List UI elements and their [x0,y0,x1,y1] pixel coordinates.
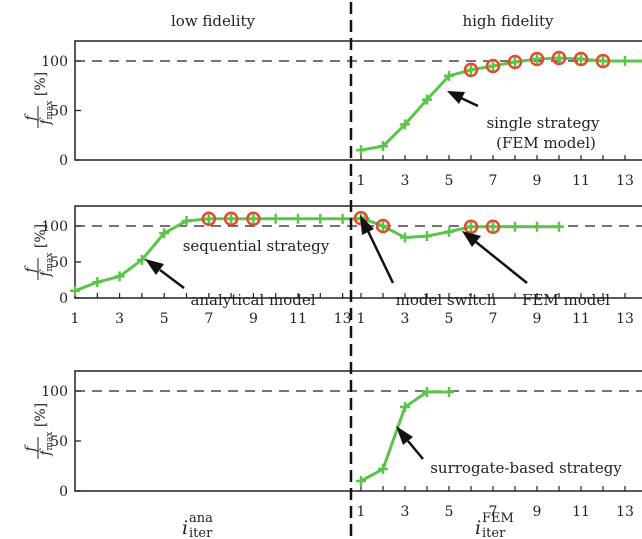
arrow-model-switch [366,230,395,284]
xlabel-right: i FEM iter [475,511,514,539]
section-low-fidelity: low fidelity [171,12,256,30]
highlight-marker-middle-1-6 [463,219,479,234]
ylabel-top-den-sub: max [45,101,55,120]
highlight-marker-top-0-6 [463,62,479,78]
annotation-surrogate-strategy: surrogate-based strategy [430,459,622,477]
xtick-label-right-top-13: 13 [616,173,634,189]
ylabel-bottom-den-sub: max [45,432,55,451]
annotation-model-switch: model switch [396,291,497,309]
xtick-label-left-middle-5: 5 [160,311,169,327]
ylabel-top-unit: [%] [33,72,49,96]
xtick-label-right-top-11: 11 [572,173,590,189]
xtick-label-left-middle-11: 11 [289,311,307,327]
annotation-fem-model-paren: (FEM model) [496,134,596,152]
ylabel-middle: f f max [%] [23,224,55,280]
xlabel-left-base: i [182,517,188,539]
xtick-label-right-middle-5: 5 [445,311,454,327]
arrow-surrogate [407,440,424,460]
annotation-analytical-model: analytical model [190,291,315,309]
highlight-marker-top-0-11 [573,51,589,67]
ylabel-middle-den: f [38,269,54,278]
highlight-marker-middle-1-7 [485,219,501,234]
ylabel-middle-num: f [23,265,39,274]
xtick-label-left-middle-13: 13 [334,311,352,327]
ytick-label-middle-100: 100 [41,219,68,235]
annotation-single-strategy: single strategy [486,114,600,132]
ylabel-middle-unit: [%] [33,224,49,248]
xtick-label-left-middle-9: 9 [249,311,258,327]
xtick-label-right-top-3: 3 [401,173,410,189]
ylabel-bottom-unit: [%] [33,403,49,427]
ylabel-bottom: f f max [%] [23,403,55,459]
ytick-label-middle-0: 0 [59,291,68,307]
panel-top-frame [74,40,642,161]
xlabel-left-sub: iter [189,526,213,539]
xlabel-right-sup: FEM [482,511,514,526]
ytick-label-top-50: 50 [50,104,68,120]
xlabel-left: i ana iter [182,511,213,539]
xtick-label-left-middle-1: 1 [71,311,80,327]
xtick-label-right-bottom-5: 5 [445,504,454,520]
xtick-label-right-top-9: 9 [533,173,542,189]
section-high-fidelity: high fidelity [462,12,554,30]
annotation-sequential-strategy: sequential strategy [183,237,330,255]
ylabel-top-den: f [38,117,54,126]
ylabel-middle-den-sub: max [45,253,55,272]
series-line-middle-1 [360,216,559,240]
ytick-label-top-100: 100 [41,54,68,70]
xtick-label-right-middle-9: 9 [533,311,542,327]
xtick-label-right-middle-3: 3 [401,311,410,327]
xtick-label-left-middle-7: 7 [204,311,213,327]
arrow-single-strategy [460,96,479,108]
xtick-label-right-top-5: 5 [445,173,454,189]
highlight-marker-top-0-10 [551,50,567,66]
highlight-marker-top-0-7 [485,58,501,74]
ytick-label-middle-50: 50 [50,255,68,271]
panel-bottom-frame [74,370,642,492]
ylabel-bottom-num: f [23,444,39,453]
ylabel-top: f f max [%] [23,72,55,128]
highlight-marker-middle-1-2 [375,218,391,234]
ytick-label-bottom-100: 100 [41,384,68,400]
arrowhead-surrogate [396,426,413,445]
xtick-label-right-middle-7: 7 [489,311,498,327]
ytick-label-top-0: 0 [59,153,68,169]
annotation-fem-model: FEM model [522,291,610,309]
highlight-marker-middle-0-8 [223,211,239,227]
xtick-label-right-middle-11: 11 [572,311,590,327]
xtick-label-right-bottom-3: 3 [401,504,410,520]
highlight-marker-top-0-8 [507,54,523,70]
xtick-label-right-bottom-1: 1 [357,504,366,520]
xtick-label-right-bottom-9: 9 [533,504,542,520]
panel-middle-frame [74,205,642,299]
xtick-label-right-middle-1: 1 [357,311,366,327]
xtick-label-right-top-1: 1 [357,173,366,189]
ytick-label-bottom-0: 0 [59,484,68,500]
ylabel-top-num: f [23,113,39,122]
xtick-label-right-middle-13: 13 [616,311,634,327]
xlabel-right-base: i [475,517,481,539]
xtick-label-left-middle-3: 3 [115,311,124,327]
xtick-label-right-bottom-13: 13 [616,504,634,520]
xlabel-right-sub: iter [482,526,506,539]
arrow-analytical-model [159,269,185,289]
xtick-label-right-bottom-11: 11 [572,504,590,520]
arrowhead-single-strategy [447,91,465,104]
xtick-label-right-bottom-7: 7 [489,504,498,520]
xtick-label-right-top-7: 7 [489,173,498,189]
highlight-marker-middle-0-7 [201,211,217,227]
ylabel-bottom-den: f [38,448,54,457]
highlight-marker-top-0-12 [595,53,611,69]
arrow-fem-model [475,241,528,284]
arrowhead-fem-model [462,231,481,247]
arrowhead-model-switch [360,215,374,235]
highlight-marker-top-0-9 [529,51,545,67]
arrowhead-analytical-model [145,259,164,275]
highlight-marker-middle-0-9 [246,211,261,227]
arrows [145,91,528,460]
ytick-label-bottom-50: 50 [50,434,68,450]
xlabel-left-sup: ana [189,511,213,526]
